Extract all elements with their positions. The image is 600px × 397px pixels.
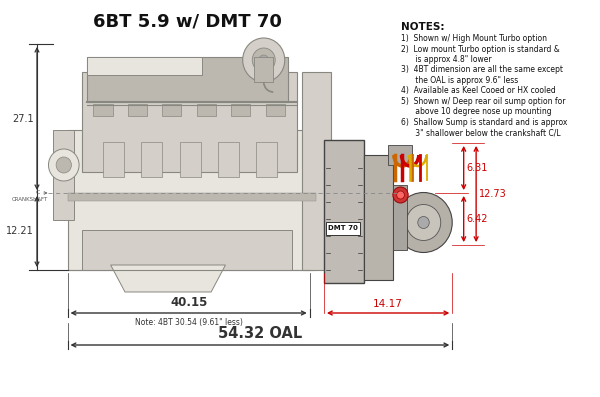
Text: C: C bbox=[35, 189, 40, 195]
Text: 4)  Available as Keel Cooed or HX cooled: 4) Available as Keel Cooed or HX cooled bbox=[401, 87, 555, 96]
Text: 6BT 5.9 w/ DMT 70: 6BT 5.9 w/ DMT 70 bbox=[93, 13, 281, 31]
Text: 14.17: 14.17 bbox=[373, 299, 403, 309]
Text: 27.1: 27.1 bbox=[13, 114, 34, 123]
Text: is approx 4.8" lower: is approx 4.8" lower bbox=[401, 55, 491, 64]
Circle shape bbox=[49, 149, 79, 181]
Bar bbox=[53, 130, 74, 220]
Circle shape bbox=[242, 38, 285, 82]
Circle shape bbox=[393, 187, 408, 203]
Text: 6.31: 6.31 bbox=[467, 163, 488, 173]
Circle shape bbox=[56, 157, 71, 173]
Bar bbox=[324, 140, 364, 283]
Bar bbox=[87, 57, 202, 75]
Bar bbox=[266, 104, 285, 116]
Text: 1)  Shown w/ High Mount Turbo option: 1) Shown w/ High Mount Turbo option bbox=[401, 34, 547, 43]
Text: 5)  Shown w/ Deep rear oil sump option for: 5) Shown w/ Deep rear oil sump option fo… bbox=[401, 97, 565, 106]
Bar bbox=[218, 142, 239, 177]
Bar bbox=[364, 155, 393, 280]
Text: the OAL is approx 9.6" less: the OAL is approx 9.6" less bbox=[401, 76, 518, 85]
Text: 3" shallower below the crankshaft C/L: 3" shallower below the crankshaft C/L bbox=[401, 129, 560, 137]
Bar bbox=[103, 142, 124, 177]
Text: Note: 4BT 30.54 (9.61" less): Note: 4BT 30.54 (9.61" less) bbox=[134, 318, 242, 327]
Bar bbox=[326, 222, 361, 235]
Bar bbox=[302, 72, 331, 270]
Bar bbox=[128, 104, 147, 116]
Circle shape bbox=[395, 193, 452, 252]
Bar bbox=[197, 104, 216, 116]
Bar bbox=[393, 185, 407, 250]
Text: 12.73: 12.73 bbox=[479, 189, 507, 199]
Bar bbox=[254, 57, 273, 82]
Text: 3)  4BT dimension are all the same except: 3) 4BT dimension are all the same except bbox=[401, 66, 563, 75]
Text: above 10 degree nose up mounting: above 10 degree nose up mounting bbox=[401, 108, 551, 116]
Circle shape bbox=[397, 191, 404, 199]
Text: NOTES:: NOTES: bbox=[401, 22, 444, 32]
Bar bbox=[179, 142, 200, 177]
Bar bbox=[82, 230, 292, 270]
Text: 40.15: 40.15 bbox=[170, 296, 208, 309]
Bar bbox=[388, 145, 412, 165]
Text: CRANKSHAFT: CRANKSHAFT bbox=[12, 197, 49, 202]
Bar bbox=[141, 142, 163, 177]
Bar bbox=[68, 130, 316, 270]
Bar bbox=[68, 193, 316, 201]
Circle shape bbox=[418, 216, 429, 229]
Text: 6)  Shallow Sump is standard and is approx: 6) Shallow Sump is standard and is appro… bbox=[401, 118, 567, 127]
Text: 2)  Low mount Turbo option is standard &: 2) Low mount Turbo option is standard & bbox=[401, 44, 559, 54]
Bar bbox=[163, 104, 181, 116]
Bar bbox=[82, 72, 297, 172]
Bar bbox=[256, 142, 277, 177]
Text: DMT 70: DMT 70 bbox=[328, 225, 358, 231]
Bar bbox=[87, 57, 287, 102]
Bar bbox=[231, 104, 250, 116]
Text: 54.32 OAL: 54.32 OAL bbox=[218, 326, 302, 341]
Circle shape bbox=[406, 204, 441, 241]
Text: 6.42: 6.42 bbox=[467, 214, 488, 224]
Bar bbox=[94, 104, 113, 116]
Polygon shape bbox=[110, 265, 226, 292]
Text: 12.21: 12.21 bbox=[7, 227, 34, 237]
Circle shape bbox=[259, 55, 269, 65]
Circle shape bbox=[252, 48, 275, 72]
